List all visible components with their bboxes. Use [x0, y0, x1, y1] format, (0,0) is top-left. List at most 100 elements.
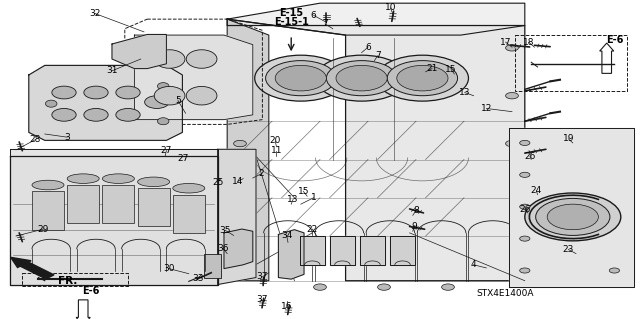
Circle shape — [397, 65, 448, 91]
Text: 27: 27 — [177, 154, 189, 163]
Text: 29: 29 — [38, 225, 49, 234]
Polygon shape — [224, 229, 253, 269]
Circle shape — [520, 236, 530, 241]
Text: STX4E1400A: STX4E1400A — [477, 289, 534, 298]
Ellipse shape — [32, 180, 64, 190]
Text: 34: 34 — [281, 231, 292, 240]
Circle shape — [520, 140, 530, 145]
Polygon shape — [227, 19, 269, 281]
Ellipse shape — [138, 177, 170, 187]
Circle shape — [376, 55, 468, 101]
Circle shape — [266, 61, 336, 96]
Polygon shape — [29, 65, 182, 140]
Text: FR.: FR. — [58, 276, 77, 286]
Text: 31: 31 — [106, 66, 118, 75]
Text: 12: 12 — [481, 104, 492, 113]
Polygon shape — [10, 156, 218, 285]
Circle shape — [525, 193, 621, 241]
FancyArrow shape — [11, 257, 54, 279]
Circle shape — [520, 204, 530, 209]
Text: 18: 18 — [523, 38, 534, 47]
Text: 8: 8 — [413, 206, 419, 215]
Text: 26: 26 — [519, 205, 531, 214]
Bar — [67, 185, 99, 223]
Text: 36: 36 — [217, 244, 228, 253]
Text: 37: 37 — [257, 272, 268, 281]
Circle shape — [520, 268, 530, 273]
Circle shape — [442, 284, 454, 290]
Text: 22: 22 — [307, 225, 318, 234]
Circle shape — [316, 55, 408, 101]
Polygon shape — [509, 128, 634, 287]
Bar — [102, 185, 134, 223]
Text: 1: 1 — [311, 193, 316, 202]
Ellipse shape — [116, 108, 140, 121]
Ellipse shape — [52, 108, 76, 121]
Ellipse shape — [52, 86, 76, 99]
Polygon shape — [227, 3, 525, 35]
Text: 15: 15 — [445, 65, 457, 74]
Circle shape — [314, 284, 326, 290]
Circle shape — [506, 93, 518, 99]
Polygon shape — [300, 236, 325, 265]
Text: 11: 11 — [271, 146, 282, 155]
Circle shape — [378, 284, 390, 290]
Text: E-6: E-6 — [605, 35, 623, 45]
Bar — [173, 195, 205, 233]
Circle shape — [326, 61, 397, 96]
Polygon shape — [227, 19, 525, 281]
Ellipse shape — [157, 118, 169, 125]
Text: 14: 14 — [232, 177, 244, 186]
Ellipse shape — [45, 100, 57, 107]
Ellipse shape — [67, 174, 99, 183]
Ellipse shape — [154, 50, 185, 68]
Text: 17: 17 — [500, 38, 511, 47]
Ellipse shape — [102, 174, 134, 183]
Text: 9: 9 — [412, 222, 417, 231]
Text: E-15: E-15 — [279, 8, 303, 18]
Text: E-6: E-6 — [82, 286, 100, 296]
Text: 25: 25 — [212, 178, 223, 187]
Text: E-15-1: E-15-1 — [274, 17, 308, 27]
Polygon shape — [112, 34, 166, 69]
Polygon shape — [134, 35, 253, 120]
Bar — [32, 191, 64, 230]
Text: 28: 28 — [29, 135, 41, 144]
Circle shape — [234, 45, 246, 51]
Polygon shape — [330, 236, 355, 265]
Ellipse shape — [116, 86, 140, 99]
Ellipse shape — [157, 83, 169, 90]
Circle shape — [609, 268, 620, 273]
Polygon shape — [10, 149, 218, 156]
Text: 21: 21 — [426, 64, 438, 73]
Text: 13: 13 — [459, 88, 470, 97]
Text: 6: 6 — [311, 11, 316, 20]
Text: 3: 3 — [65, 133, 70, 142]
Circle shape — [506, 45, 518, 51]
Text: 16: 16 — [281, 302, 292, 311]
Text: 35: 35 — [220, 226, 231, 235]
Text: 7: 7 — [375, 51, 380, 60]
Circle shape — [234, 236, 246, 242]
Text: 5: 5 — [175, 96, 180, 105]
Ellipse shape — [145, 96, 169, 108]
Ellipse shape — [154, 86, 185, 105]
Circle shape — [520, 172, 530, 177]
Circle shape — [336, 65, 387, 91]
Ellipse shape — [173, 183, 205, 193]
Text: 32: 32 — [89, 9, 100, 18]
Circle shape — [536, 198, 610, 235]
Circle shape — [255, 55, 347, 101]
Text: 37: 37 — [257, 295, 268, 304]
Ellipse shape — [84, 86, 108, 99]
Circle shape — [234, 140, 246, 147]
Ellipse shape — [186, 50, 217, 68]
Text: 4: 4 — [471, 260, 476, 269]
Text: 27: 27 — [161, 146, 172, 155]
Text: 23: 23 — [563, 245, 574, 254]
Text: 26: 26 — [524, 152, 536, 161]
Polygon shape — [278, 230, 304, 279]
Circle shape — [547, 204, 598, 230]
Text: 7: 7 — [323, 19, 328, 28]
Polygon shape — [218, 149, 256, 285]
